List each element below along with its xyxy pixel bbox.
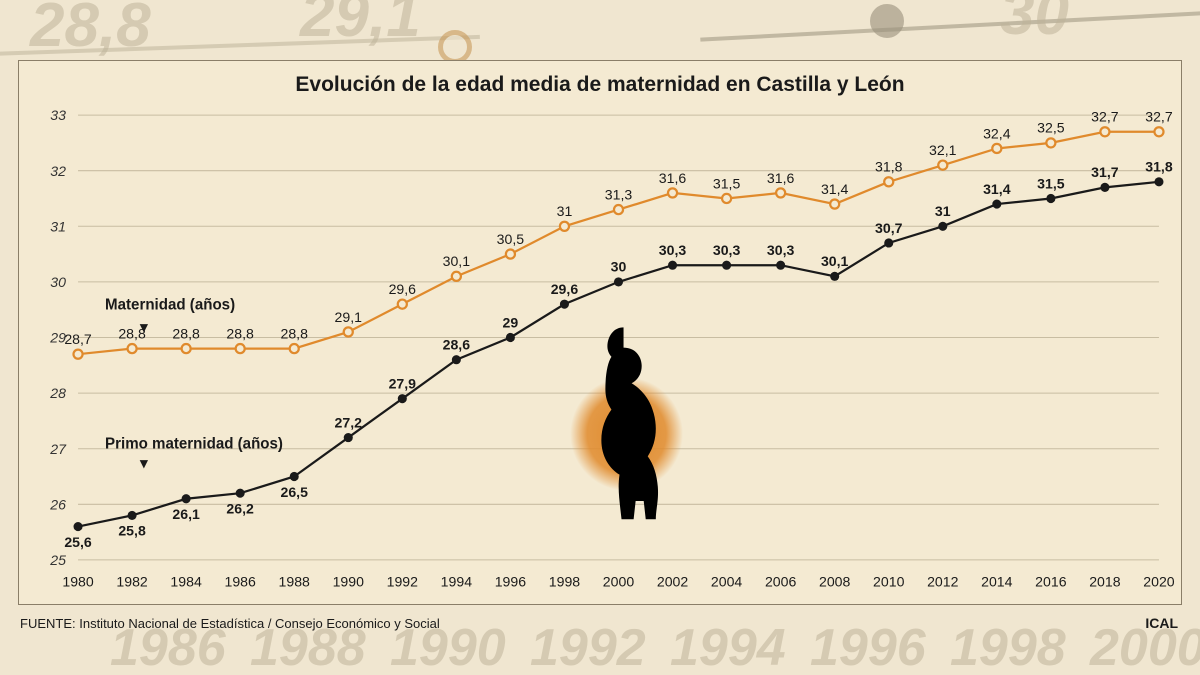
svg-text:29: 29 bbox=[503, 315, 519, 331]
svg-text:32,7: 32,7 bbox=[1091, 110, 1119, 126]
chart-legend: Maternidad (años) ▾ Primo maternidad (años… bbox=[105, 297, 283, 473]
bg-marker-orange bbox=[438, 30, 472, 64]
source-text: FUENTE: Instituto Nacional de Estadístic… bbox=[20, 616, 440, 631]
svg-text:1988: 1988 bbox=[279, 574, 311, 590]
svg-text:1986: 1986 bbox=[224, 574, 256, 590]
svg-text:30,1: 30,1 bbox=[443, 254, 471, 270]
svg-text:27,9: 27,9 bbox=[389, 376, 417, 392]
svg-text:2002: 2002 bbox=[657, 574, 689, 590]
svg-text:31,8: 31,8 bbox=[875, 160, 903, 176]
svg-text:30: 30 bbox=[611, 260, 627, 276]
svg-text:30,5: 30,5 bbox=[497, 232, 525, 248]
svg-text:1980: 1980 bbox=[62, 574, 94, 590]
svg-text:28,8: 28,8 bbox=[280, 326, 308, 342]
svg-text:27,2: 27,2 bbox=[335, 415, 363, 431]
svg-text:▾: ▾ bbox=[139, 319, 148, 336]
svg-text:2016: 2016 bbox=[1035, 574, 1067, 590]
svg-text:2008: 2008 bbox=[819, 574, 851, 590]
svg-text:33: 33 bbox=[50, 108, 66, 124]
svg-text:1982: 1982 bbox=[116, 574, 148, 590]
svg-text:2006: 2006 bbox=[765, 574, 797, 590]
svg-text:30,1: 30,1 bbox=[821, 254, 849, 270]
credit-text: ICAL bbox=[1145, 615, 1178, 631]
svg-text:2010: 2010 bbox=[873, 574, 905, 590]
svg-text:30,3: 30,3 bbox=[659, 243, 687, 259]
svg-text:31,3: 31,3 bbox=[605, 187, 633, 203]
svg-text:2014: 2014 bbox=[981, 574, 1013, 590]
svg-text:32: 32 bbox=[50, 164, 66, 180]
svg-text:29,6: 29,6 bbox=[551, 282, 579, 298]
bg-num-mid: 29,1 bbox=[300, 0, 421, 51]
maternidad-series bbox=[73, 127, 1163, 359]
svg-text:29,6: 29,6 bbox=[389, 282, 417, 298]
svg-text:25,8: 25,8 bbox=[118, 524, 146, 540]
bg-marker-grey bbox=[870, 4, 904, 38]
svg-text:26,5: 26,5 bbox=[280, 485, 308, 501]
chart-svg: 252627282930313233 198019821984198619881… bbox=[74, 109, 1163, 566]
svg-text:28,6: 28,6 bbox=[443, 338, 471, 354]
svg-text:32,5: 32,5 bbox=[1037, 121, 1065, 137]
svg-text:26,1: 26,1 bbox=[172, 507, 200, 523]
figure-container: 28,8 29,1 30 419861988199019921994199619… bbox=[0, 0, 1200, 675]
svg-text:2012: 2012 bbox=[927, 574, 959, 590]
svg-text:31,5: 31,5 bbox=[1037, 176, 1065, 192]
svg-text:31,5: 31,5 bbox=[713, 176, 741, 192]
svg-text:Primo maternidad (años): Primo maternidad (años) bbox=[105, 436, 283, 453]
bg-num-left: 28,8 bbox=[30, 0, 151, 61]
svg-text:Maternidad (años): Maternidad (años) bbox=[105, 297, 235, 314]
svg-text:1984: 1984 bbox=[170, 574, 202, 590]
svg-text:1998: 1998 bbox=[549, 574, 581, 590]
svg-text:32,4: 32,4 bbox=[983, 126, 1011, 142]
chart-panel: Evolución de la edad media de maternidad… bbox=[18, 60, 1182, 605]
svg-text:30,7: 30,7 bbox=[875, 221, 903, 237]
svg-text:▾: ▾ bbox=[139, 455, 148, 472]
svg-text:25: 25 bbox=[49, 553, 66, 569]
svg-text:28,7: 28,7 bbox=[64, 332, 92, 348]
svg-text:31,4: 31,4 bbox=[983, 182, 1011, 198]
svg-text:26: 26 bbox=[49, 497, 66, 513]
svg-text:31,6: 31,6 bbox=[659, 171, 687, 187]
x-axis-ticks: 1980 1982 1984 1986 1988 1990 1992 1994 1996 1998… bbox=[62, 574, 1174, 590]
plot-area: 252627282930313233 198019821984198619881… bbox=[74, 109, 1163, 566]
bg-line-grey bbox=[700, 10, 1200, 41]
svg-text:31,8: 31,8 bbox=[1145, 160, 1173, 176]
svg-text:30,3: 30,3 bbox=[767, 243, 795, 259]
svg-text:28,8: 28,8 bbox=[226, 326, 254, 342]
svg-text:2020: 2020 bbox=[1143, 574, 1175, 590]
chart-title: Evolución de la edad media de maternidad… bbox=[19, 73, 1181, 97]
svg-text:28,8: 28,8 bbox=[172, 326, 200, 342]
svg-text:30: 30 bbox=[50, 275, 66, 291]
svg-text:27: 27 bbox=[49, 442, 67, 458]
svg-text:32,7: 32,7 bbox=[1145, 110, 1173, 126]
svg-text:25,6: 25,6 bbox=[64, 535, 92, 551]
svg-text:31: 31 bbox=[50, 219, 66, 235]
svg-text:2000: 2000 bbox=[603, 574, 635, 590]
svg-text:31: 31 bbox=[935, 204, 951, 220]
svg-text:26,2: 26,2 bbox=[226, 501, 254, 517]
svg-text:1990: 1990 bbox=[333, 574, 365, 590]
svg-text:31,6: 31,6 bbox=[767, 171, 795, 187]
svg-text:32,1: 32,1 bbox=[929, 143, 957, 159]
svg-text:29,1: 29,1 bbox=[335, 310, 363, 326]
svg-text:2018: 2018 bbox=[1089, 574, 1121, 590]
svg-text:28: 28 bbox=[49, 386, 66, 402]
svg-text:1994: 1994 bbox=[441, 574, 473, 590]
svg-text:2004: 2004 bbox=[711, 574, 743, 590]
svg-text:31: 31 bbox=[557, 204, 573, 220]
svg-text:30,3: 30,3 bbox=[713, 243, 741, 259]
bg-num-right: 30 bbox=[1000, 0, 1069, 49]
pregnant-silhouette-icon bbox=[570, 327, 683, 519]
svg-text:1996: 1996 bbox=[495, 574, 527, 590]
svg-text:1992: 1992 bbox=[387, 574, 419, 590]
svg-text:31,7: 31,7 bbox=[1091, 165, 1119, 181]
svg-text:31,4: 31,4 bbox=[821, 182, 849, 198]
